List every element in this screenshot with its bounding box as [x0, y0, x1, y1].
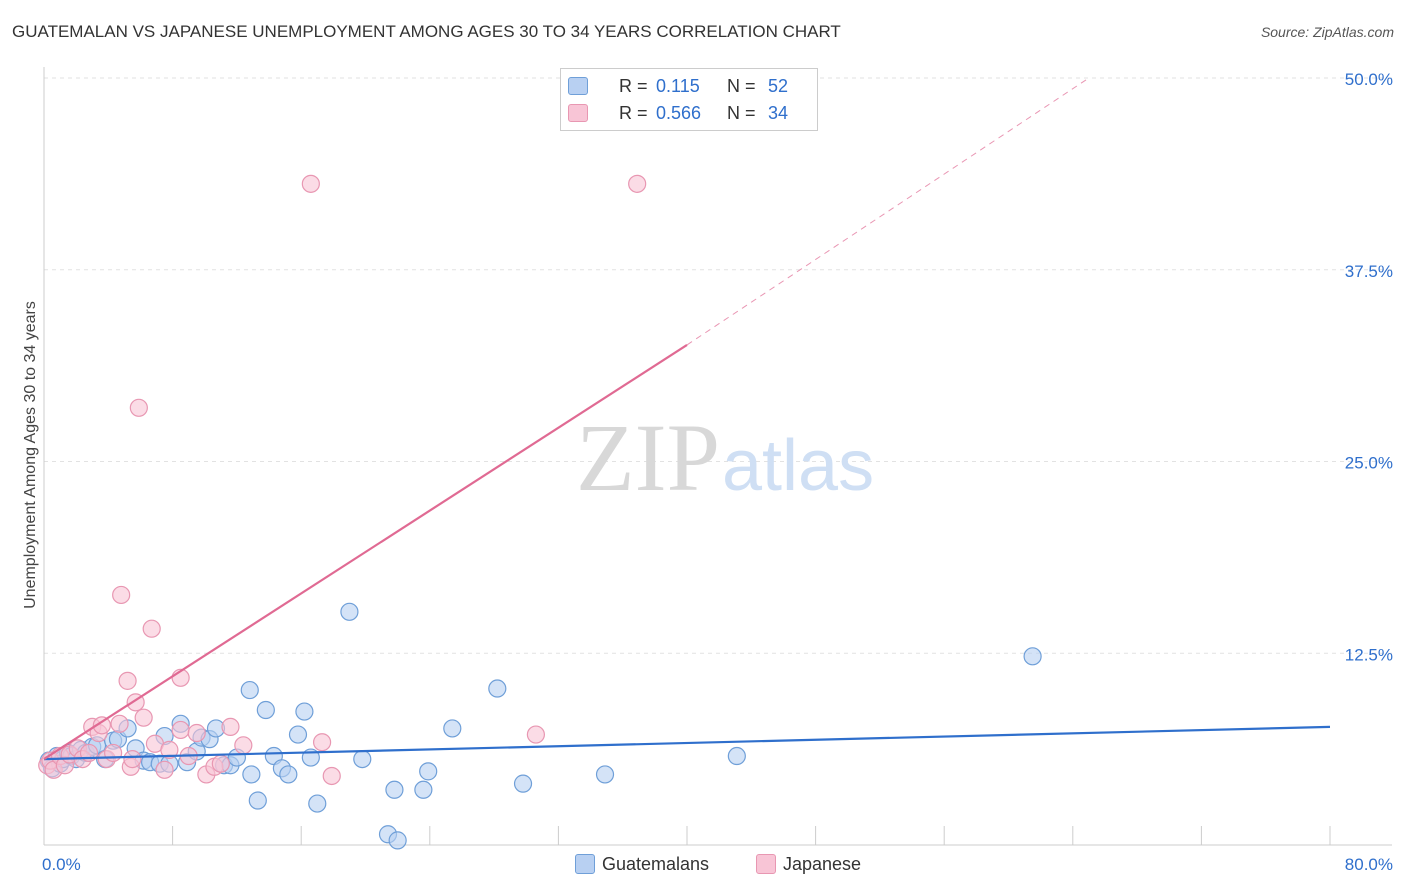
- x-tick-label-min: 0.0%: [42, 855, 81, 874]
- guatemalan-point: [419, 762, 438, 781]
- trend-lines: [43, 77, 1331, 761]
- japanese-point: [104, 743, 123, 763]
- guatemalans-swatch: [568, 77, 588, 95]
- legend-item-guatemalans: Guatemalans: [575, 852, 710, 876]
- guatemalan-point: [240, 680, 259, 700]
- r-value: 0.566: [656, 103, 702, 123]
- japanese-trend-line: [43, 343, 688, 761]
- japanese-point: [123, 749, 142, 769]
- r-label: R =: [619, 76, 648, 96]
- japanese-point: [221, 717, 240, 736]
- stats-row-japanese: R = 0.566 N = 34: [568, 101, 789, 125]
- japanese-point: [628, 174, 647, 193]
- y-tick-labels: 12.5% 25.0% 37.5% 50.0%: [1345, 70, 1393, 664]
- guatemalan-point: [414, 780, 433, 799]
- guatemalan-point: [388, 831, 407, 850]
- japanese-point: [312, 733, 332, 752]
- y-tick-label: 37.5%: [1345, 262, 1393, 281]
- japanese-point: [187, 723, 206, 743]
- guatemalan-point: [488, 679, 507, 698]
- guatemalan-point: [256, 700, 275, 720]
- n-label: N =: [727, 76, 756, 96]
- japanese-trend-extension: [686, 77, 1090, 346]
- guatemalan-point: [308, 794, 327, 813]
- japanese-point: [112, 585, 131, 605]
- guatemalans-trend-line: [43, 725, 1331, 761]
- x-tick-label-max: 80.0%: [1345, 855, 1393, 874]
- legend-label: Guatemalans: [602, 854, 710, 874]
- stats-legend: R = 0.115 N = 52 R = 0.566 N = 34: [560, 68, 818, 131]
- gridlines: [44, 77, 1392, 654]
- y-tick-label: 12.5%: [1345, 645, 1393, 664]
- japanese-point: [92, 716, 111, 735]
- watermark-atlas: atlas: [722, 426, 874, 506]
- guatemalan-point: [1023, 647, 1042, 666]
- legend-item-japanese: Japanese: [756, 852, 862, 876]
- japanese-point: [171, 720, 190, 740]
- japanese-point: [526, 725, 545, 744]
- japanese-point: [110, 714, 129, 733]
- guatemalan-point: [513, 774, 533, 793]
- n-value: 34: [768, 103, 789, 123]
- source-label: Source: ZipAtlas.com: [1260, 24, 1394, 40]
- x-tick-labels: 0.0% 80.0%: [42, 855, 1393, 874]
- japanese-swatch: [568, 104, 588, 122]
- guatemalan-point: [288, 725, 308, 744]
- y-tick-label: 50.0%: [1345, 70, 1393, 89]
- watermark-zip: ZIP: [576, 404, 720, 511]
- japanese-point: [160, 740, 179, 759]
- guatemalan-point: [385, 780, 404, 799]
- japanese-point: [129, 398, 148, 417]
- guatemalan-point: [443, 719, 462, 738]
- japanese-point: [322, 766, 341, 786]
- data-points: [38, 174, 1042, 850]
- guatemalan-point: [242, 765, 261, 784]
- japanese-point: [134, 708, 153, 727]
- n-label: N =: [727, 103, 756, 123]
- legend-label: Japanese: [783, 854, 862, 874]
- r-value: 0.115: [656, 76, 700, 96]
- r-label: R =: [619, 103, 648, 123]
- guatemalans-legend-swatch: [575, 854, 595, 874]
- stats-row-guatemalans: R = 0.115 N = 52: [568, 74, 789, 98]
- guatemalan-point: [340, 602, 359, 621]
- guatemalan-point: [295, 702, 314, 721]
- guatemalan-point: [595, 765, 615, 784]
- chart-title: GUATEMALAN VS JAPANESE UNEMPLOYMENT AMON…: [12, 22, 841, 41]
- japanese-point: [301, 174, 320, 193]
- guatemalan-point: [248, 791, 267, 810]
- japanese-point: [234, 736, 253, 755]
- n-value: 52: [768, 76, 789, 96]
- y-tick-label: 25.0%: [1345, 454, 1393, 473]
- guatemalan-point: [353, 749, 372, 769]
- japanese-point: [118, 671, 137, 690]
- axes: [43, 67, 1392, 846]
- y-axis-label: Unemployment Among Ages 30 to 34 years: [22, 301, 39, 609]
- guatemalan-point: [279, 765, 298, 784]
- japanese-point: [155, 760, 174, 779]
- japanese-point: [211, 754, 230, 773]
- japanese-point: [142, 619, 161, 638]
- japanese-legend-swatch: [756, 854, 776, 874]
- guatemalan-point: [727, 746, 746, 766]
